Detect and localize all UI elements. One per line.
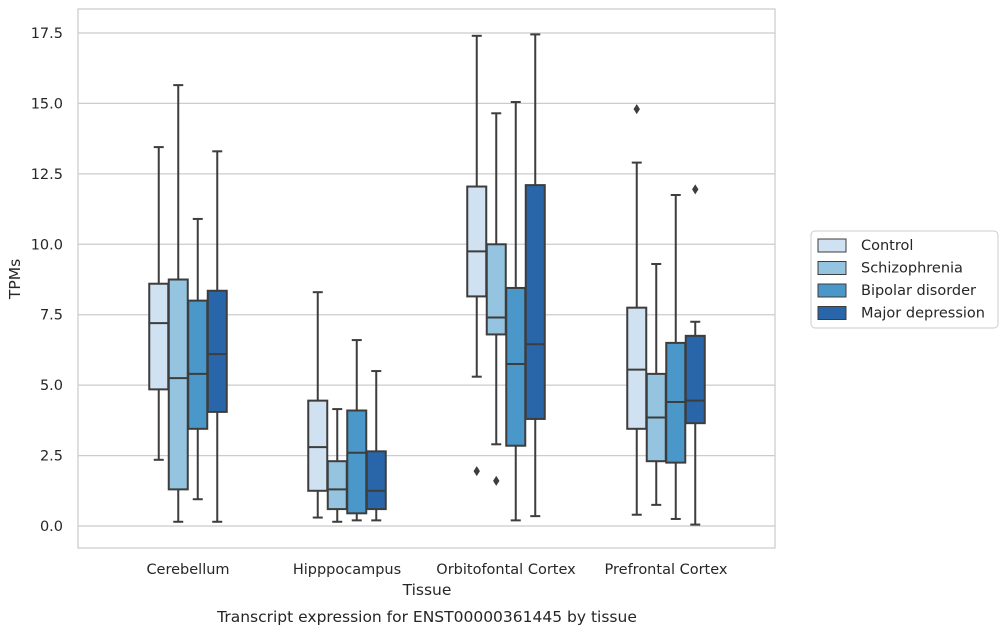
box-major-depression [524, 33, 546, 518]
legend-swatch [817, 238, 847, 253]
iqr-box [187, 299, 209, 430]
box-schizophrenia [167, 84, 189, 523]
box-major-depression [684, 184, 706, 526]
x-tick-label: Orbitofontal Cortex [436, 562, 576, 578]
iqr-box [326, 460, 348, 511]
iqr-box [626, 306, 648, 430]
y-tick-label: 7.5 [40, 308, 63, 324]
iqr-box [148, 282, 170, 391]
box-schizophrenia [326, 408, 348, 523]
legend-swatch [817, 261, 847, 275]
iqr-box [485, 243, 507, 336]
y-tick-label: 12.5 [31, 167, 63, 183]
x-tick-labels: Cerebellum Hipppocampus Orbitofontal Corte… [146, 562, 727, 578]
plot-frame [77, 8, 776, 549]
box-major-depression [206, 150, 228, 523]
x-axis-label: Tissue [402, 581, 452, 599]
box-bipolar-disorder [505, 101, 527, 522]
legend-label: Bipolar disorder [861, 283, 976, 299]
y-tick-label: 17.5 [31, 26, 63, 42]
box-control [626, 104, 648, 516]
legend-swatch [817, 283, 847, 298]
x-tick-label: Hipppocampus [293, 562, 401, 578]
x-tick-label: Prefrontal Cortex [605, 562, 728, 578]
outlier-point [473, 466, 480, 477]
y-tick-label: 2.5 [40, 449, 63, 465]
outlier-point [692, 184, 699, 195]
legend-label: Major depression [861, 306, 985, 322]
iqr-box [206, 289, 228, 413]
iqr-box [365, 450, 387, 511]
legend-swatch [817, 306, 847, 320]
boxes [148, 33, 706, 526]
iqr-box [524, 184, 546, 420]
box-control [307, 291, 329, 519]
y-tick-label: 5.0 [40, 378, 63, 394]
x-tick-label: Cerebellum [146, 562, 229, 578]
chart-title: Transcript expression for ENST0000036144… [216, 608, 637, 626]
box-schizophrenia [485, 112, 507, 486]
legend-frame [810, 230, 999, 329]
box-major-depression [365, 370, 387, 522]
box-schizophrenia [645, 263, 667, 506]
box-bipolar-disorder [346, 339, 368, 522]
box-bipolar-disorder [665, 193, 687, 520]
y-tick-label: 0.0 [40, 519, 63, 535]
iqr-box [307, 399, 329, 492]
box-control [466, 34, 488, 477]
iqr-box [167, 278, 189, 491]
y-axis-label: TPMs [6, 259, 24, 300]
outlier-point [633, 104, 640, 115]
iqr-box [346, 409, 368, 515]
box-control [148, 146, 170, 461]
y-tick-label: 15.0 [31, 96, 63, 112]
iqr-box [466, 185, 488, 298]
box-bipolar-disorder [187, 217, 209, 501]
iqr-box [505, 286, 527, 447]
legend: Control Schizophrenia Bipolar disorder Majo… [810, 230, 999, 329]
legend-label: Schizophrenia [861, 261, 963, 277]
outlier-point [493, 475, 500, 486]
iqr-box [684, 334, 706, 425]
legend-label: Control [861, 238, 913, 254]
y-tick-labels: 0.0 2.5 5.0 7.5 10.0 12.5 15.0 17.5 [31, 26, 63, 535]
y-tick-label: 10.0 [31, 237, 63, 253]
